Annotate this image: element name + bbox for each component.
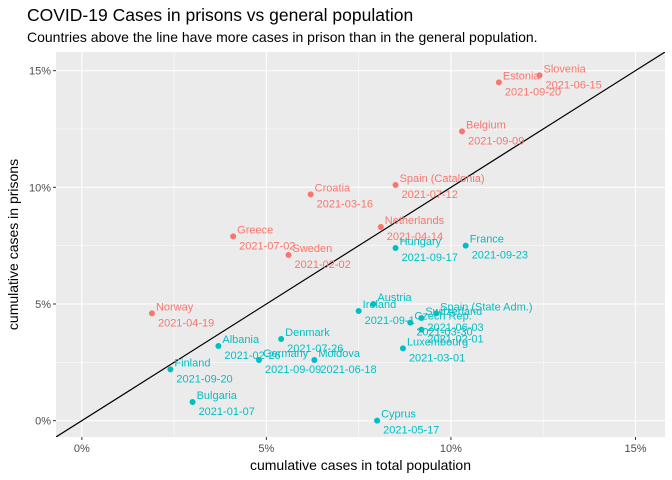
data-point: [459, 128, 465, 135]
data-point: [256, 357, 262, 363]
y-tick-label: 15%: [29, 66, 51, 78]
date-label: 2021-03-30: [416, 327, 472, 339]
date-label: 2021-09-17: [402, 252, 458, 264]
country-label: Norway: [156, 301, 194, 313]
country-label: Germany: [263, 348, 309, 360]
country-label: Hungary: [400, 236, 442, 248]
date-label: 2021-09-20: [176, 373, 232, 385]
data-point: [392, 182, 399, 188]
data-point: [407, 319, 414, 326]
chart-title: COVID-19 Cases in prisons vs general pop…: [27, 5, 414, 25]
data-point: [285, 252, 292, 258]
country-label: Spain (Catalonia): [400, 173, 485, 185]
date-label: 2021-02-01: [427, 334, 483, 346]
data-point: [148, 310, 155, 317]
country-label: Belgium: [466, 119, 506, 131]
data-point: [278, 336, 285, 342]
y-axis-ticks: 0% 5% 10% 15%: [29, 66, 56, 428]
date-label: 2021-09-23: [472, 250, 528, 262]
data-point: [355, 308, 362, 314]
data-point: [230, 233, 237, 240]
country-label: Spain (State Adm.): [440, 301, 532, 313]
date-label: 2021-07-26: [287, 343, 343, 355]
data-point: [215, 343, 222, 349]
date-label: 2021-09-09: [265, 364, 321, 376]
date-label: 2021-09-1: [365, 315, 415, 327]
y-tick-label: 0%: [35, 416, 51, 428]
date-label: 2021-06-18: [320, 364, 376, 376]
y-axis-title: cumulative cases in prisons: [5, 159, 21, 330]
country-label: Albania: [222, 334, 260, 346]
x-axis-title: cumulative cases in total population: [250, 457, 471, 473]
data-point: [418, 315, 425, 321]
data-point: [433, 310, 440, 317]
country-label: Estonia: [503, 70, 541, 82]
reference-line-group: [56, 52, 665, 437]
point-labels: Slovenia 2021-06-15 Estonia 2021-09-20 Belgi…: [156, 63, 602, 436]
grid-lines: [56, 52, 665, 437]
x-tick-label: 0%: [74, 443, 90, 455]
date-label: 2021-07-02: [239, 240, 295, 252]
x-tick-label: 5%: [258, 443, 274, 455]
country-label: Cyprus: [381, 409, 416, 421]
chart-subtitle: Countries above the line have more cases…: [27, 29, 538, 45]
country-label: Sweden: [293, 243, 333, 255]
x-tick-label: 10%: [440, 443, 462, 455]
country-label: Czech Rep.: [414, 311, 471, 323]
country-label: Denmark: [285, 327, 330, 339]
data-point: [399, 345, 406, 352]
reference-line: [56, 52, 665, 437]
country-label: Bulgaria: [197, 390, 238, 402]
data-point: [370, 301, 377, 307]
x-axis-ticks: 0% 5% 10% 15%: [74, 437, 647, 455]
country-label: Switzerland: [425, 306, 482, 318]
country-label: Greece: [237, 224, 273, 236]
date-label: 2021-07-12: [402, 189, 458, 201]
date-label: 2021-04-19: [158, 317, 214, 329]
date-label: 2021-02-26: [224, 350, 280, 362]
date-label: 2021-03-01: [409, 352, 465, 364]
date-label: 2021-09-20: [505, 86, 561, 98]
data-point: [536, 72, 543, 79]
date-label: 2021-06-15: [546, 79, 602, 91]
country-label: France: [470, 234, 504, 246]
data-point: [311, 357, 318, 363]
date-label: 2021-02-02: [295, 259, 351, 271]
data-points: [148, 72, 543, 424]
y-tick-label: 10%: [29, 182, 51, 194]
data-point: [462, 242, 469, 249]
country-label: Ireland: [363, 299, 397, 311]
data-point: [374, 417, 381, 424]
date-label: 2021-06-03: [427, 322, 483, 334]
country-label: Luxembourg: [407, 336, 468, 348]
date-label: 2021-01-07: [199, 406, 255, 418]
data-point: [307, 191, 314, 198]
country-label: Netherlands: [385, 215, 445, 227]
data-point: [392, 245, 399, 251]
date-label: 2021-04-14: [387, 231, 443, 243]
date-label: 2021-05-17: [383, 425, 439, 437]
date-label: 2021-09-09: [468, 135, 524, 147]
country-label: Slovenia: [544, 63, 587, 75]
country-label: Croatia: [315, 182, 351, 194]
country-label: Austria: [377, 292, 412, 304]
data-point: [167, 366, 174, 373]
country-label: Moldova: [318, 348, 360, 360]
data-point: [377, 224, 384, 230]
date-label: 2021-03-16: [317, 198, 373, 210]
x-tick-label: 15%: [624, 443, 646, 455]
data-point: [189, 399, 196, 405]
y-tick-label: 5%: [35, 299, 51, 311]
country-label: Finland: [174, 357, 210, 369]
data-point: [495, 79, 502, 86]
data-point: [418, 326, 425, 333]
